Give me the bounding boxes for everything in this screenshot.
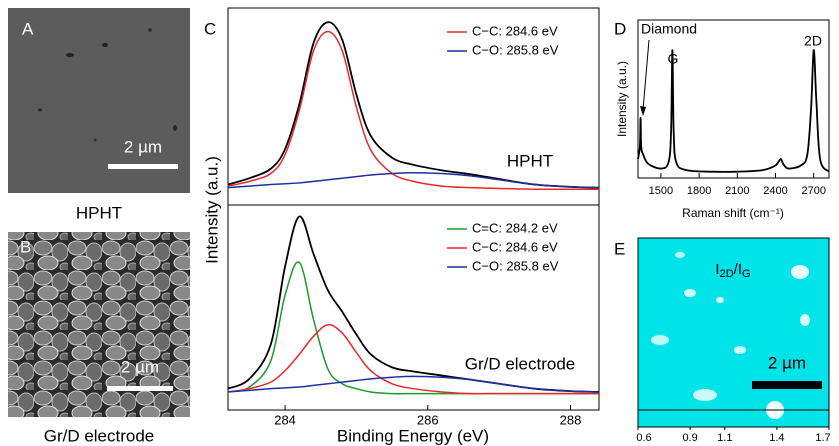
x-tick-label: 288 <box>560 412 582 427</box>
colorbar-tick-label: 1.4 <box>769 432 784 444</box>
legend-label: C−O: 285.8 eV <box>472 258 559 273</box>
panel-letter: E <box>614 239 625 258</box>
colorbar-tick-label: 0.9 <box>682 432 697 444</box>
panel-letter: C <box>204 19 216 38</box>
panel-letter: A <box>22 19 34 38</box>
x-tick-label: 286 <box>417 412 439 427</box>
spectrum-curve <box>227 323 599 395</box>
legend-label: C−C: 284.6 eV <box>472 239 558 254</box>
colorbar-tick-label: 1.1 <box>717 432 732 444</box>
spectrum-curve <box>227 30 599 191</box>
x-tick-label: 1500 <box>649 185 673 197</box>
peak-label: Diamond <box>641 21 697 37</box>
spectrum-curve <box>637 49 830 173</box>
map-label-part: I <box>715 261 719 278</box>
x-tick-label: 2400 <box>763 185 787 197</box>
legend-label: C−O: 285.8 eV <box>472 42 559 57</box>
colorbar-tick-label: 1.7 <box>815 432 830 444</box>
spectrum-curve <box>227 375 600 393</box>
peak-label: G <box>668 51 679 67</box>
plot-frame <box>227 204 600 411</box>
spectrum-curve <box>227 261 599 395</box>
x-tick-label: 284 <box>274 412 296 427</box>
y-axis-label: Intensity (a.u.) <box>202 156 221 264</box>
map-label-sub: G <box>742 268 751 280</box>
map-label-part: /I <box>734 261 742 278</box>
raman-map <box>637 237 830 428</box>
x-tick-label: 2100 <box>725 185 749 197</box>
spectrum-curve <box>227 171 600 189</box>
sem-image-b <box>8 232 190 417</box>
legend-label: C−C: 284.6 eV <box>472 23 558 38</box>
caption: Gr/D electrode <box>44 426 155 445</box>
x-axis-label: Raman shift (cm⁻¹) <box>682 206 784 220</box>
panel-annotation: Gr/D electrode <box>465 354 576 373</box>
panel-letter: D <box>614 19 626 38</box>
peak-arrowhead <box>640 106 646 116</box>
x-tick-label: 2700 <box>801 185 825 197</box>
panel-annotation: HPHT <box>507 151 553 170</box>
x-axis-label: Binding Energy (eV) <box>337 426 489 445</box>
peak-arrow <box>642 39 650 111</box>
colorbar-tick-label: 0.6 <box>636 432 651 444</box>
panel-letter: B <box>20 237 31 256</box>
plot-frame <box>637 19 830 179</box>
peak-label: 2D <box>804 33 822 49</box>
sem-image-a <box>8 8 190 193</box>
map-label: I2D/IG <box>715 261 750 280</box>
legend-label: C=C: 284.2 eV <box>472 220 558 235</box>
scale-label: 2 µm <box>121 357 159 376</box>
scale-label: 2 µm <box>768 353 806 372</box>
map-label-sub: 2D <box>720 268 734 280</box>
caption: HPHT <box>76 203 122 222</box>
scale-label: 2 µm <box>124 137 162 156</box>
x-tick-label: 1800 <box>687 185 711 197</box>
y-axis-label: Intensity (a.u.) <box>615 61 629 137</box>
